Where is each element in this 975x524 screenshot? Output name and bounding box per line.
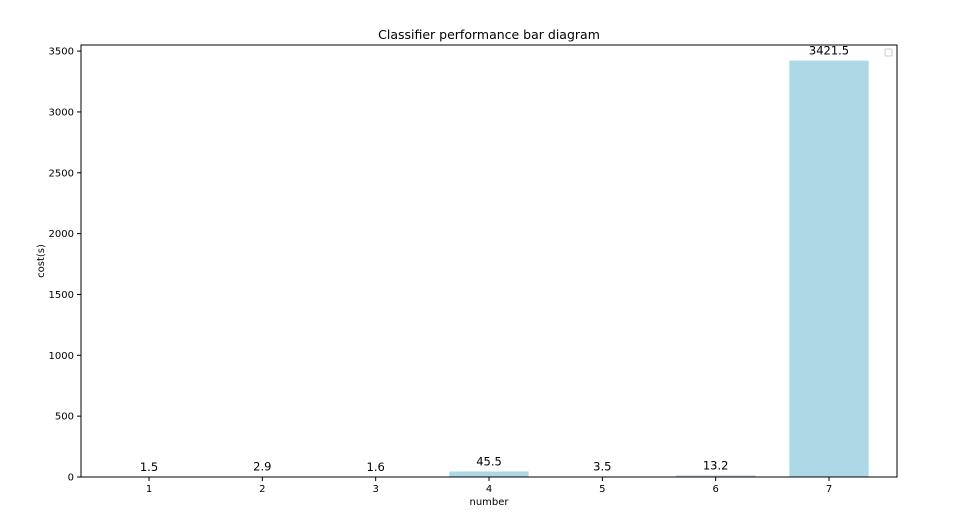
bar-value-label-1: 1.5 [140, 460, 158, 474]
x-tick-label-6: 6 [712, 484, 718, 495]
legend-box [884, 48, 893, 57]
bar-6 [676, 475, 756, 477]
bar-value-label-4: 45.5 [476, 454, 502, 468]
y-tick-label-1000: 1000 [49, 351, 74, 362]
y-tick-label-0: 0 [68, 473, 74, 484]
plot-frame [80, 44, 898, 478]
y-tick-label-2000: 2000 [49, 229, 74, 240]
bar-7 [789, 60, 869, 478]
bar-value-label-6: 13.2 [703, 458, 729, 472]
bar-4 [449, 471, 529, 477]
x-tick-label-1: 1 [146, 484, 152, 495]
y-axis-ticks: 0 500 1000 1500 2000 2500 3000 3500 [49, 47, 81, 484]
y-tick-label-2500: 2500 [49, 168, 74, 179]
y-tick-label-3000: 3000 [49, 107, 74, 118]
bar-value-label-3: 1.6 [367, 460, 385, 474]
chart-title: Classifier performance bar diagram [378, 27, 600, 42]
x-axis-ticks: 1 2 3 4 5 6 7 [146, 477, 832, 495]
x-tick-label-7: 7 [826, 484, 832, 495]
bar-value-label-7: 3421.5 [809, 44, 849, 58]
bar-value-label-5: 3.5 [593, 460, 611, 474]
y-tick-label-1500: 1500 [49, 290, 74, 301]
x-tick-label-3: 3 [372, 484, 378, 495]
x-axis-label: number [469, 497, 509, 508]
y-axis-label: cost(s) [36, 244, 47, 278]
y-tick-label-3500: 3500 [49, 47, 74, 58]
x-tick-label-5: 5 [599, 484, 605, 495]
x-tick-label-2: 2 [259, 484, 265, 495]
bar-value-label-2: 2.9 [253, 460, 271, 474]
plot-area: 1.5 2.9 1.6 45.5 3.5 13.2 3421.5 [109, 44, 869, 478]
y-tick-label-500: 500 [55, 412, 74, 423]
x-tick-label-4: 4 [486, 484, 492, 495]
